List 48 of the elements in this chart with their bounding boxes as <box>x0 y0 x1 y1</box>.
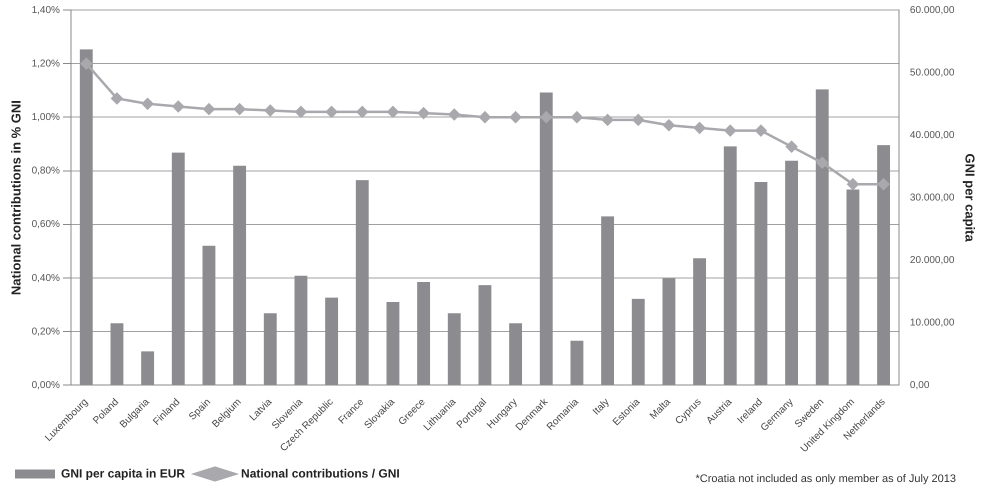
point <box>755 124 767 136</box>
point <box>264 104 276 116</box>
legend-label: National contributions / GNI <box>241 466 400 480</box>
y-tick-label: 1,20% <box>32 58 60 70</box>
y-tick-label: 0,00% <box>32 380 60 391</box>
point <box>356 106 368 118</box>
point <box>80 58 92 70</box>
y-tick-label: 0,60% <box>32 219 60 230</box>
point <box>234 103 246 115</box>
point <box>203 103 215 115</box>
point <box>172 100 184 112</box>
legend-label: GNI per capita in EUR <box>61 466 186 480</box>
point <box>663 119 675 131</box>
point <box>448 108 460 120</box>
point <box>540 111 552 123</box>
point <box>602 114 614 126</box>
y2-tick-label: 20.000,00 <box>910 254 955 266</box>
y-tick-label: 1,40% <box>32 4 60 16</box>
point <box>111 92 123 104</box>
point <box>142 98 154 110</box>
point <box>387 106 399 118</box>
y2-axis-title: GNI per capita <box>962 154 978 242</box>
point <box>295 106 307 118</box>
y-tick-label: 0,80% <box>32 166 60 177</box>
point <box>326 106 338 118</box>
point <box>479 111 491 123</box>
point <box>571 111 583 123</box>
point <box>694 122 706 134</box>
y2-tick-label: 30.000,00 <box>910 192 955 204</box>
text: *Croatia not included as only member as of July 2013 <box>696 473 956 485</box>
point <box>816 157 828 169</box>
point <box>847 178 859 190</box>
y-tick-label: 1,00% <box>32 112 60 123</box>
y2-tick-label: 60.000,00 <box>910 4 955 16</box>
point <box>418 107 430 119</box>
point <box>724 124 736 136</box>
y2-tick-label: 0,00 <box>910 380 930 391</box>
y-tick-label: 0,20% <box>32 326 60 338</box>
y-axis-title: National contributions in % GNI <box>8 100 24 296</box>
y2-tick-label: 40.000,00 <box>910 130 955 141</box>
point <box>510 111 522 123</box>
y-tick-label: 0,40% <box>32 272 60 284</box>
point <box>632 114 644 126</box>
point <box>786 140 798 152</box>
y2-tick-label: 10.000,00 <box>910 317 955 328</box>
y2-tick-label: 50.000,00 <box>910 67 955 78</box>
x-tick-label: Italy <box>590 396 612 418</box>
point <box>878 178 890 190</box>
